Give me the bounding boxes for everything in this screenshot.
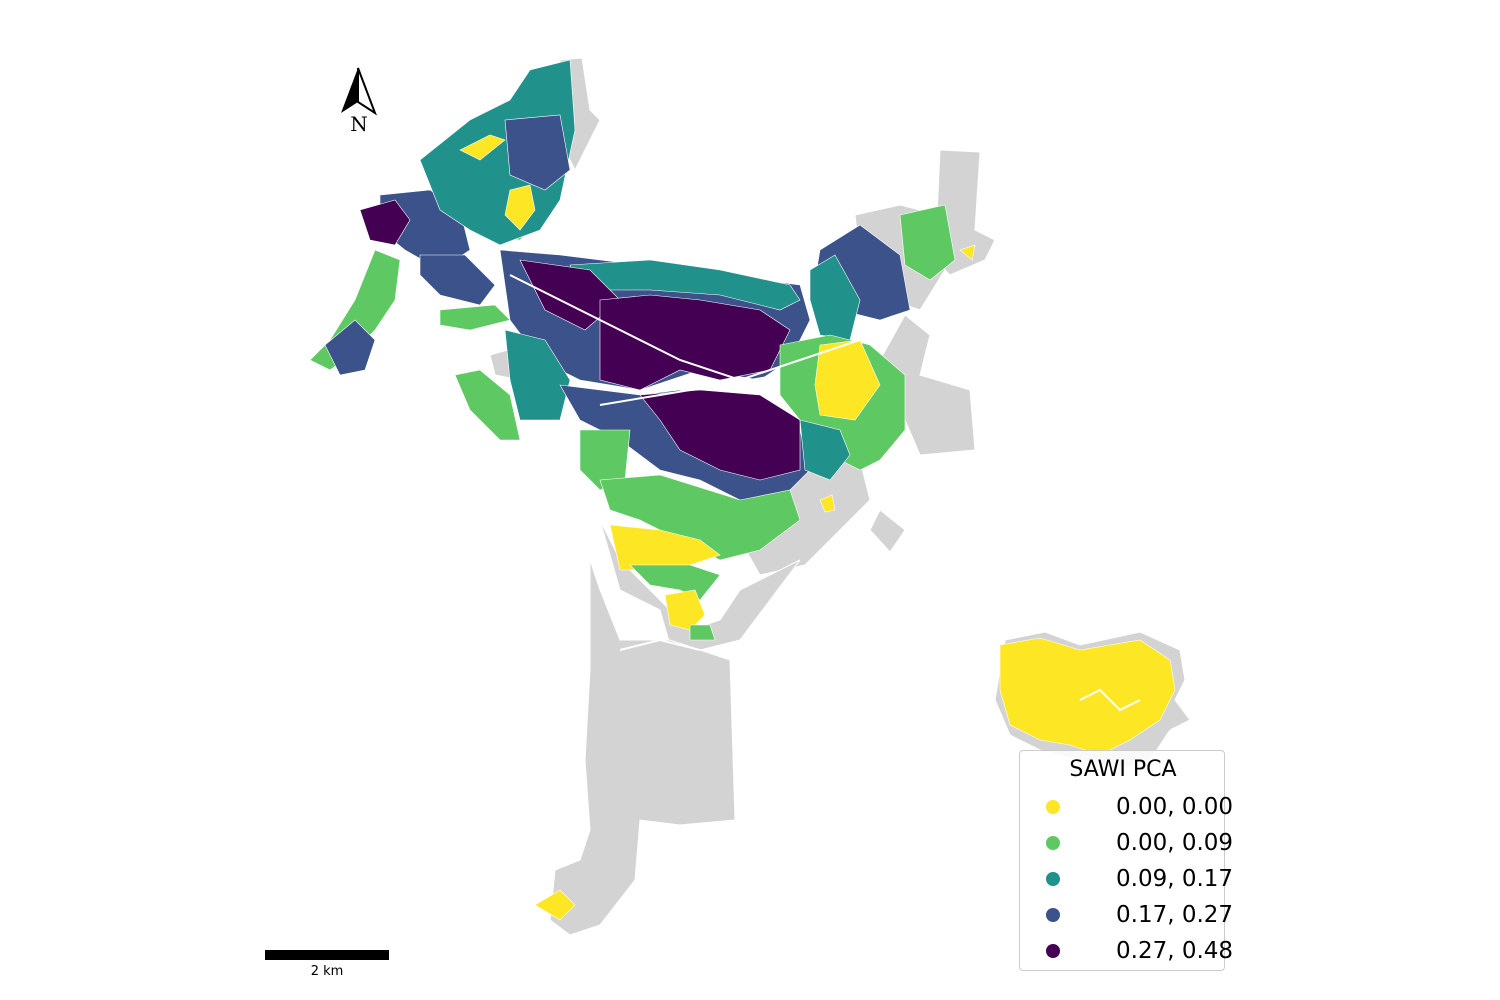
legend-label: 0.09, 0.17 (1116, 866, 1234, 892)
legend-swatch (1046, 800, 1060, 814)
scale-bar (265, 950, 389, 960)
north-arrow (341, 67, 378, 116)
legend-title: SAWI PCA (1069, 757, 1177, 782)
road-lines (509, 274, 1141, 712)
legend: SAWI PCA 0.00, 0.00 0.00, 0.09 0.09, 0.1… (1019, 750, 1233, 971)
legend-swatch (1046, 944, 1060, 958)
legend-label: 0.00, 0.00 (1116, 794, 1234, 820)
legend-item: 0.09, 0.17 (1040, 864, 1233, 894)
north-arrow-label: N (350, 112, 368, 136)
legend-label: 0.17, 0.27 (1116, 902, 1234, 928)
scale-bar-label: 2 km (310, 964, 344, 979)
legend-label: 0.00, 0.09 (1116, 830, 1234, 856)
legend-swatch (1046, 908, 1060, 922)
legend-item: 0.17, 0.27 (1040, 900, 1233, 930)
legend-swatch (1046, 836, 1060, 850)
legend-label: 0.27, 0.48 (1116, 938, 1234, 964)
legend-item: 0.27, 0.48 (1040, 936, 1233, 966)
legend-swatch (1046, 872, 1060, 886)
legend-item: 0.00, 0.00 (1040, 792, 1233, 822)
legend-item: 0.00, 0.09 (1040, 828, 1233, 858)
